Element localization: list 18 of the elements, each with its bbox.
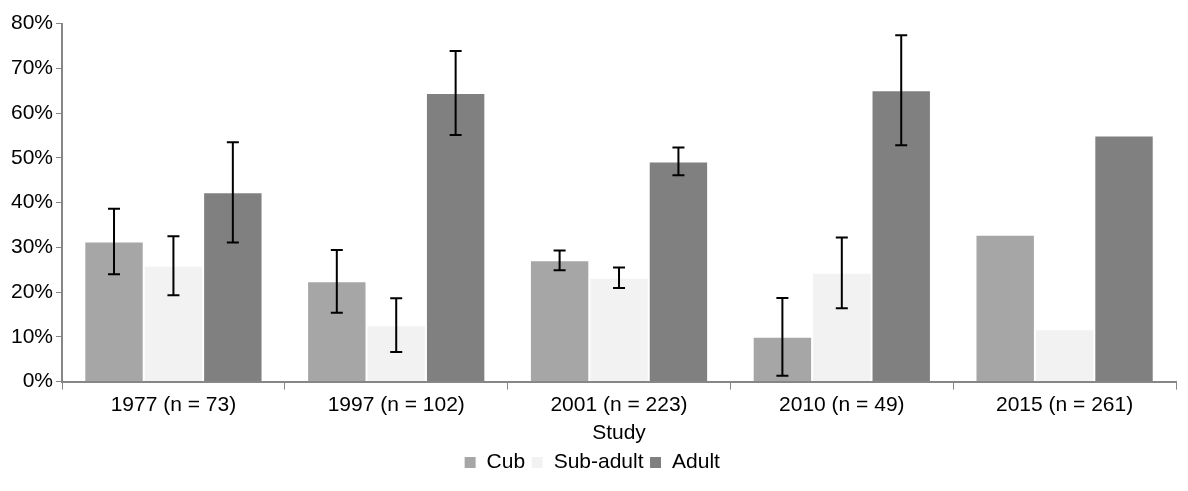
x-tick-label: 2010 (n = 49) <box>779 392 905 415</box>
legend-label: Cub <box>486 449 526 473</box>
x-tick-label: 1977 (n = 73) <box>110 392 237 415</box>
y-tick-label: 40% <box>11 189 54 213</box>
x-axis-title: Study <box>592 420 647 444</box>
y-tick-label: 50% <box>11 144 54 168</box>
y-tick-label: 0% <box>22 368 54 392</box>
y-tick-label: 80% <box>11 10 54 34</box>
y-tick-label: 60% <box>11 99 54 123</box>
x-tick-label: 1997 (n = 102) <box>327 392 465 415</box>
y-tick-label: 10% <box>11 323 54 347</box>
legend-label: Sub-adult <box>553 449 644 473</box>
y-tick-label: 30% <box>11 234 54 258</box>
y-tick-label: 20% <box>11 278 54 302</box>
legend-label: Adult <box>672 449 721 473</box>
x-tick-label: 2015 (n = 261) <box>996 392 1134 415</box>
y-tick-label: 70% <box>11 55 54 79</box>
x-tick-label: 2001 (n = 223) <box>550 392 688 415</box>
